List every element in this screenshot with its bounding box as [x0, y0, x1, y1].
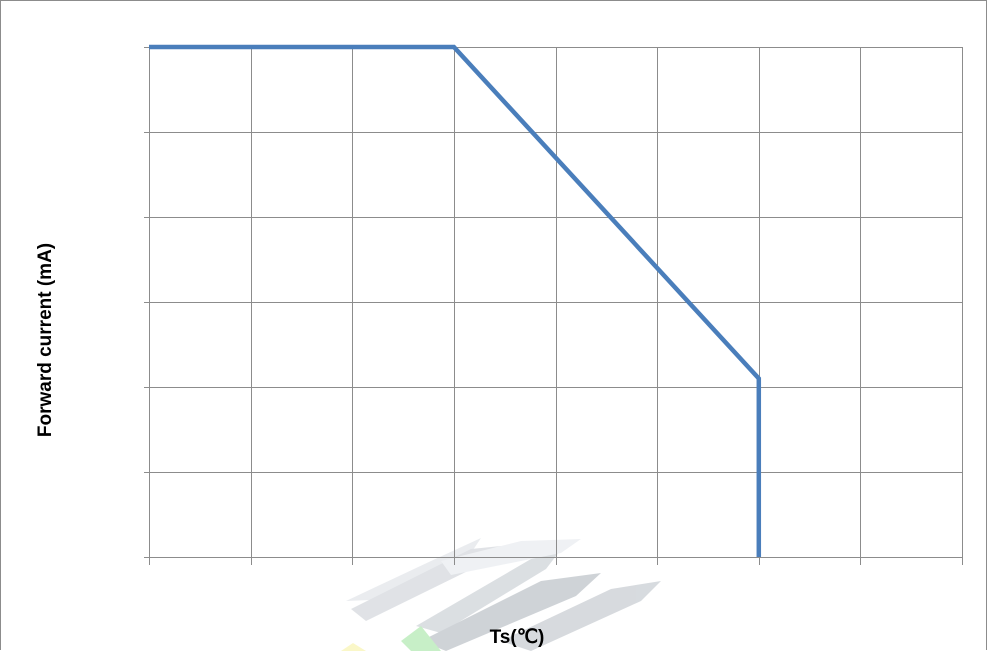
watermark-graphic [341, 538, 661, 651]
series-layer [149, 44, 762, 557]
series-line-0 [149, 44, 762, 557]
x-axis-title: Ts(℃) [490, 627, 545, 648]
y-axis-title: Forward current (mA) [35, 243, 56, 437]
grid [144, 47, 963, 565]
